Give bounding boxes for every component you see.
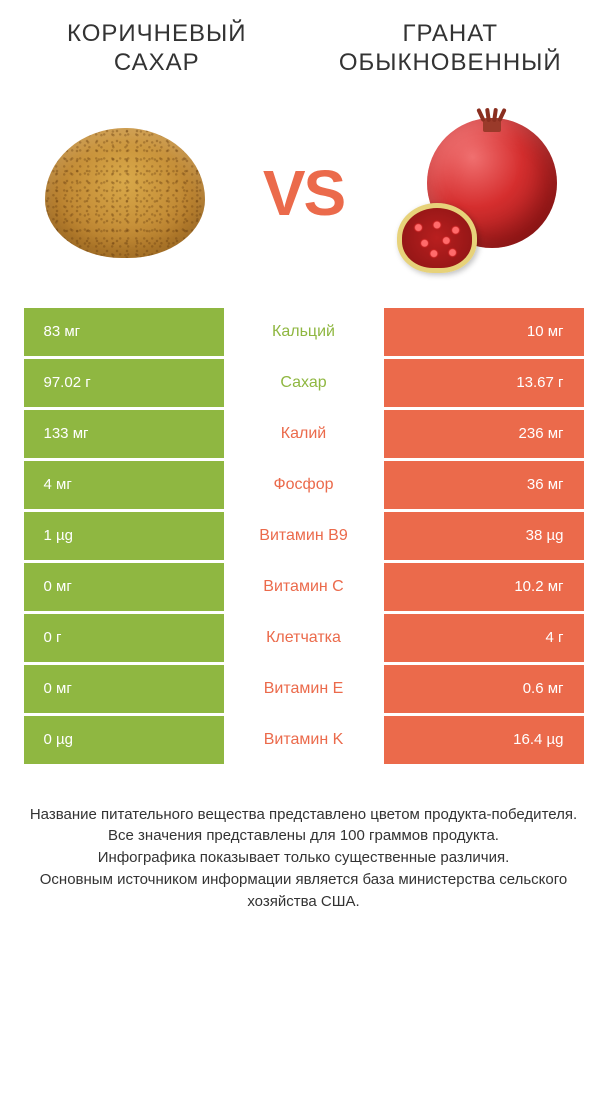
table-row: 0 мгВитамин C10.2 мг [24, 563, 584, 611]
comparison-table: 83 мгКальций10 мг97.02 гСахар13.67 г133 … [24, 308, 584, 764]
left-value-cell: 83 мг [24, 308, 224, 356]
table-row: 4 мгФосфор36 мг [24, 461, 584, 509]
nutrient-label: Витамин C [224, 563, 384, 611]
header: КОРИЧНЕВЫЙ САХАР ГРАНАТ ОБЫКНОВЕННЫЙ [0, 0, 607, 88]
hero-row: VS [0, 88, 607, 308]
right-value-cell: 16.4 µg [384, 716, 584, 764]
nutrient-label: Клетчатка [224, 614, 384, 662]
brown-sugar-icon [45, 128, 205, 258]
left-value-cell: 97.02 г [24, 359, 224, 407]
footer-note: Название питательного вещества представл… [24, 804, 584, 913]
left-value-cell: 133 мг [24, 410, 224, 458]
left-value-cell: 0 µg [24, 716, 224, 764]
nutrient-label: Витамин K [224, 716, 384, 764]
nutrient-label: Витамин E [224, 665, 384, 713]
right-value-cell: 236 мг [384, 410, 584, 458]
table-row: 0 мгВитамин E0.6 мг [24, 665, 584, 713]
table-row: 1 µgВитамин B938 µg [24, 512, 584, 560]
footer-line: Инфографика показывает только существенн… [24, 847, 584, 869]
right-value-cell: 10.2 мг [384, 563, 584, 611]
footer-line: Основным источником информации является … [24, 869, 584, 913]
table-row: 97.02 гСахар13.67 г [24, 359, 584, 407]
title-line: ГРАНАТ [402, 20, 498, 47]
nutrient-label: Фосфор [224, 461, 384, 509]
table-row: 0 µgВитамин K16.4 µg [24, 716, 584, 764]
nutrient-label: Кальций [224, 308, 384, 356]
pomegranate-icon [397, 108, 567, 278]
right-value-cell: 13.67 г [384, 359, 584, 407]
right-value-cell: 36 мг [384, 461, 584, 509]
title-line: САХАР [114, 49, 200, 76]
left-value-cell: 0 мг [24, 563, 224, 611]
vs-label: VS [263, 156, 344, 230]
left-value-cell: 0 г [24, 614, 224, 662]
footer-line: Название питательного вещества представл… [24, 804, 584, 826]
right-product-title: ГРАНАТ ОБЫКНОВЕННЫЙ [304, 20, 598, 78]
footer-line: Все значения представлены для 100 граммо… [24, 825, 584, 847]
table-row: 0 гКлетчатка4 г [24, 614, 584, 662]
left-product-title: КОРИЧНЕВЫЙ САХАР [10, 20, 304, 78]
left-product-image [40, 108, 210, 278]
right-value-cell: 0.6 мг [384, 665, 584, 713]
nutrient-label: Витамин B9 [224, 512, 384, 560]
nutrient-label: Сахар [224, 359, 384, 407]
right-product-image [397, 108, 567, 278]
table-row: 133 мгКалий236 мг [24, 410, 584, 458]
left-value-cell: 1 µg [24, 512, 224, 560]
nutrient-label: Калий [224, 410, 384, 458]
right-value-cell: 38 µg [384, 512, 584, 560]
table-row: 83 мгКальций10 мг [24, 308, 584, 356]
right-value-cell: 10 мг [384, 308, 584, 356]
title-line: КОРИЧНЕВЫЙ [67, 20, 246, 47]
title-line: ОБЫКНОВЕННЫЙ [339, 49, 562, 76]
left-value-cell: 0 мг [24, 665, 224, 713]
right-value-cell: 4 г [384, 614, 584, 662]
left-value-cell: 4 мг [24, 461, 224, 509]
